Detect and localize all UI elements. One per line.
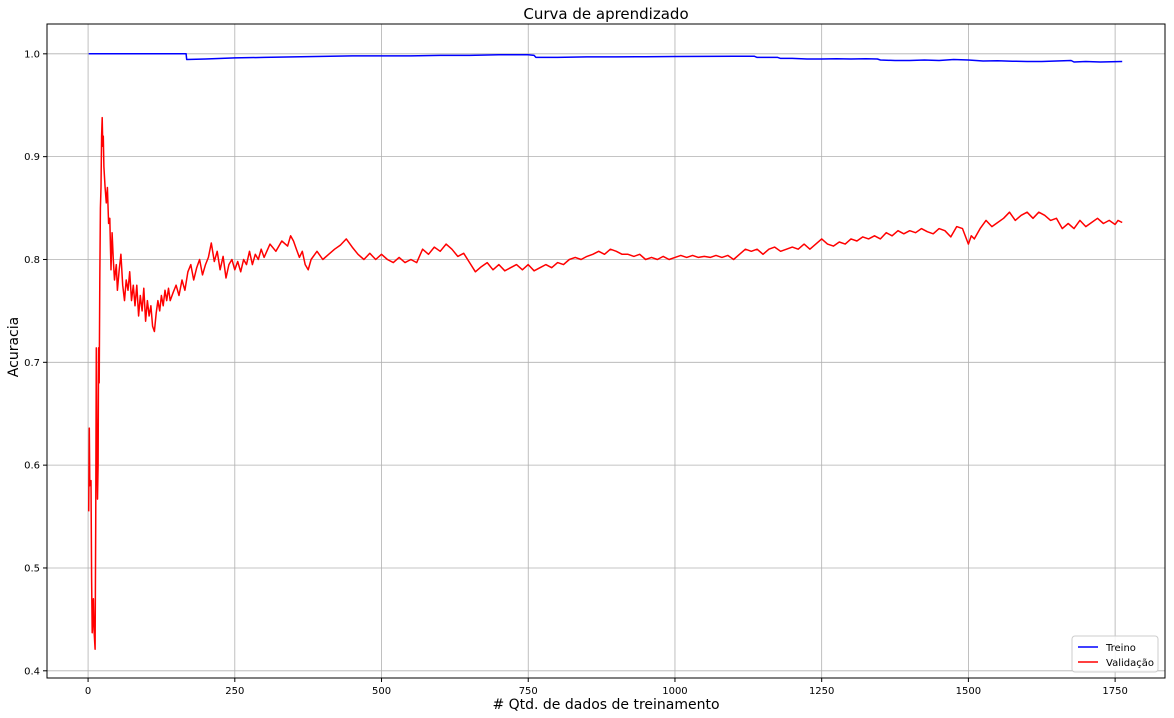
y-axis-label: Acuracia	[6, 317, 22, 377]
series-line-treino	[88, 53, 1123, 63]
y-tick-label: 1.0	[24, 49, 40, 60]
x-tick-label: 1000	[662, 686, 687, 697]
legend-label-validacao: Validação	[1106, 658, 1154, 669]
y-tick-label: 0.7	[24, 358, 40, 369]
chart-title: Curva de aprendizado	[523, 5, 688, 23]
y-tick-label: 0.5	[24, 563, 40, 574]
legend: Treino Validação	[1071, 635, 1159, 673]
x-tick-label: 250	[225, 686, 244, 697]
y-tick-label: 0.4	[24, 666, 40, 677]
x-tick-label: 1250	[809, 686, 834, 697]
plot-lines	[87, 53, 1123, 650]
plot-frame	[46, 23, 1166, 679]
x-tick-label: 1500	[956, 686, 981, 697]
x-axis-label: # Qtd. de dados de treinamento	[492, 697, 719, 713]
legend-box	[1071, 635, 1159, 673]
legend-label-treino: Treino	[1105, 643, 1136, 654]
gridlines	[47, 24, 1165, 678]
series-line-validacao	[87, 116, 1123, 650]
y-tick-label: 0.8	[24, 255, 40, 266]
x-tick-label: 1750	[1102, 686, 1127, 697]
y-tick-label: 0.9	[24, 152, 40, 163]
y-axis-ticks: 0.4 0.5 0.6 0.7 0.8 0.9 1.0	[24, 49, 47, 677]
x-tick-label: 500	[372, 686, 391, 697]
x-tick-label: 750	[519, 686, 538, 697]
x-tick-label: 0	[85, 686, 91, 697]
y-tick-label: 0.6	[24, 461, 40, 472]
x-axis-ticks: 0 250 500 750 1000 1250 1500 1750	[85, 678, 1128, 697]
